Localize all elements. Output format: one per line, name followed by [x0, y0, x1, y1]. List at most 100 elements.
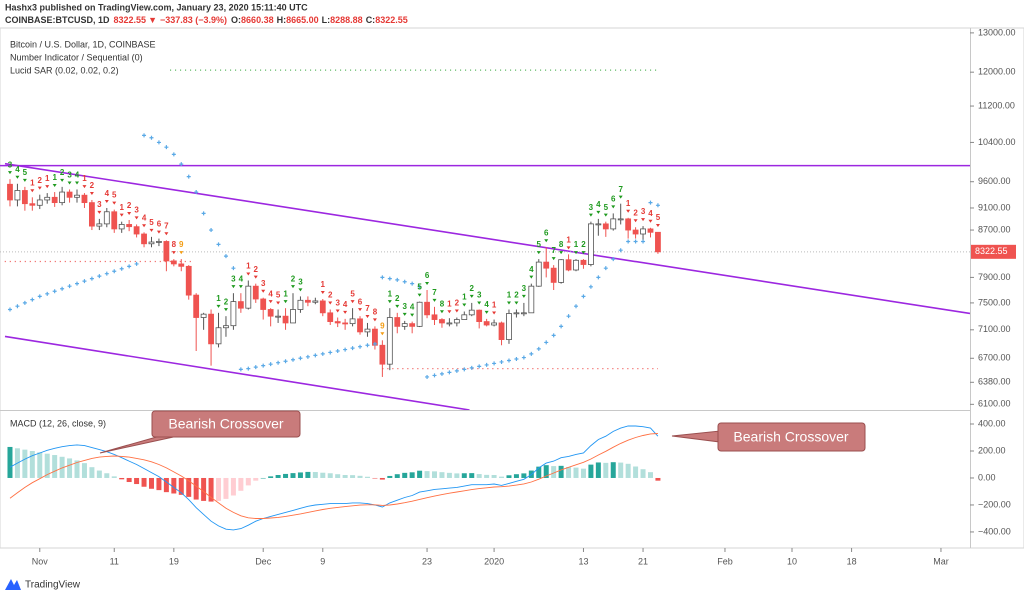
sequential-marker	[395, 304, 400, 308]
histogram-bar	[186, 477, 192, 497]
logo-mark	[5, 579, 21, 590]
sar-point	[521, 355, 526, 360]
x-tick-label: 9	[320, 556, 325, 566]
candle-body	[7, 183, 13, 201]
histogram-bar	[268, 476, 274, 478]
sequential-label: 1	[119, 203, 124, 212]
x-tick-label: 18	[847, 556, 857, 566]
sequential-marker	[343, 310, 348, 314]
sequential-marker	[89, 191, 94, 195]
histogram-bar	[335, 474, 341, 478]
histogram-bar	[394, 474, 400, 478]
sar-point	[186, 174, 191, 179]
x-tick-label: Mar	[933, 556, 949, 566]
histogram-bar	[469, 473, 475, 478]
sequential-marker	[298, 288, 303, 292]
sequential-marker	[104, 199, 109, 203]
sar-point	[395, 277, 400, 282]
sar-point	[335, 349, 340, 354]
y-tick-label: 7100.00	[978, 324, 1011, 334]
candle-body	[617, 218, 624, 221]
sar-point	[506, 358, 511, 363]
histogram-bar	[558, 465, 564, 478]
sequential-label: 5	[656, 213, 661, 222]
sequential-marker	[268, 300, 273, 304]
candle-body	[632, 229, 639, 235]
candle-body	[245, 285, 252, 309]
sar-point	[320, 351, 325, 356]
sar-point	[655, 203, 660, 208]
last: 8322.55	[114, 15, 147, 25]
sequential-label: 8	[559, 240, 564, 249]
histogram-bar	[230, 477, 236, 496]
y-tick-label: 6700.00	[978, 353, 1011, 363]
sequential-marker	[432, 298, 437, 302]
sar-point	[179, 162, 184, 167]
candle-body	[491, 322, 497, 326]
candle-body	[446, 322, 453, 325]
candle-body	[386, 317, 393, 365]
callout-box	[717, 422, 866, 452]
sar-point	[417, 284, 422, 289]
histogram-bar	[417, 470, 423, 478]
candle-body	[416, 301, 423, 327]
y-tick-label: 9600.00	[978, 176, 1011, 186]
candle-body	[230, 301, 237, 327]
last-price-tag	[971, 244, 1016, 259]
candle-body	[573, 259, 579, 271]
histogram-bar	[357, 475, 363, 478]
candle-body	[394, 317, 401, 327]
sequential-label: 4	[239, 274, 244, 283]
sequential-label: 1	[507, 291, 512, 300]
sequential-marker	[358, 308, 363, 312]
sequential-marker	[477, 301, 482, 305]
sequential-label: 2	[291, 274, 296, 283]
legend-line: Lucid SAR (0.02, 0.02, 0.2)	[10, 65, 119, 75]
sequential-marker	[216, 304, 221, 308]
callout-text: Bearish Crossover	[168, 416, 283, 432]
sar-point	[365, 343, 370, 348]
sequential-label: 1	[388, 289, 393, 298]
sequential-label: 1	[574, 240, 579, 249]
candle-body	[290, 309, 296, 324]
sequential-label: 5	[537, 240, 542, 249]
histogram-bar	[625, 463, 631, 478]
sar-point	[298, 356, 303, 361]
histogram-bar	[134, 477, 140, 485]
sequential-label: 5	[417, 283, 422, 292]
sequential-marker	[60, 178, 65, 182]
histogram-bar	[89, 467, 95, 478]
sar-point	[477, 364, 482, 369]
sar-point	[492, 361, 497, 366]
candle-body	[193, 294, 200, 318]
sequential-label: 7	[164, 221, 169, 230]
change: −337.83 (−3.9%)	[160, 15, 227, 25]
sar-point	[223, 254, 228, 259]
sar-point	[104, 271, 109, 276]
candle-body	[327, 312, 334, 322]
sar-point	[119, 266, 124, 271]
sar-point	[112, 269, 117, 274]
sequential-marker	[641, 218, 646, 222]
y-tick-label: 400.00	[978, 418, 1006, 428]
candle-body	[141, 233, 147, 245]
histogram-bar	[305, 471, 311, 478]
candle-body	[565, 259, 572, 271]
sequential-label: 4	[75, 171, 80, 180]
sequential-marker	[514, 301, 519, 305]
candle-body	[74, 194, 80, 198]
sequential-label: 8	[373, 307, 378, 316]
sequential-label: 6	[358, 297, 363, 306]
sequential-marker	[253, 275, 258, 279]
sequential-label: 2	[470, 284, 475, 293]
sequential-label: 4	[15, 165, 20, 174]
sequential-marker	[447, 310, 452, 314]
candle-body	[342, 322, 349, 325]
sequential-label: 6	[157, 220, 162, 229]
histogram-bar	[588, 464, 594, 478]
sequential-label: 4	[343, 300, 348, 309]
sequential-label: 2	[254, 265, 259, 274]
candle-body	[185, 265, 192, 296]
x-tick-label: Feb	[717, 556, 733, 566]
h: 8665.00	[286, 15, 319, 25]
